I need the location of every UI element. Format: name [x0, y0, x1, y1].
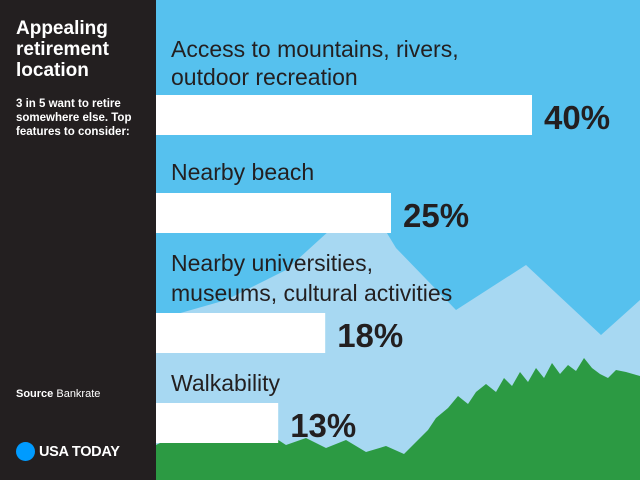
source-name: Bankrate	[56, 388, 101, 400]
bar	[156, 193, 391, 233]
logo-text: USA TODAY	[39, 443, 120, 460]
bar-chart: Access to mountains, rivers,outdoor recr…	[156, 0, 640, 480]
logo-dot-icon	[16, 442, 35, 461]
category-label: Nearby universities,	[171, 250, 373, 276]
category-label: museums, cultural activities	[171, 280, 452, 306]
category-label: outdoor recreation	[171, 64, 358, 90]
source-credit: Source Bankrate	[16, 388, 100, 400]
chart-area: Access to mountains, rivers, outdoor recr…	[156, 0, 640, 480]
category-label: Walkability	[171, 370, 281, 396]
bars-group: Access to mountains, rivers,outdoor recr…	[156, 36, 610, 444]
chart-title: Appealing retirement location	[16, 18, 109, 81]
category-label: Nearby beach	[171, 159, 314, 185]
bar	[156, 95, 532, 135]
sidebar: Appealing retirement location 3 in 5 wan…	[0, 0, 156, 480]
value-label: 13%	[290, 407, 356, 444]
forest	[156, 358, 640, 480]
value-label: 25%	[403, 197, 469, 234]
value-label: 40%	[544, 99, 610, 136]
source-label: Source	[16, 388, 54, 400]
value-label: 18%	[337, 317, 403, 354]
category-label: Access to mountains, rivers,	[171, 36, 459, 62]
chart-subtitle: 3 in 5 want to retire somewhere else. To…	[16, 98, 132, 138]
usa-today-logo: USA TODAY	[16, 442, 120, 461]
bar	[156, 403, 279, 443]
bar	[156, 313, 326, 353]
